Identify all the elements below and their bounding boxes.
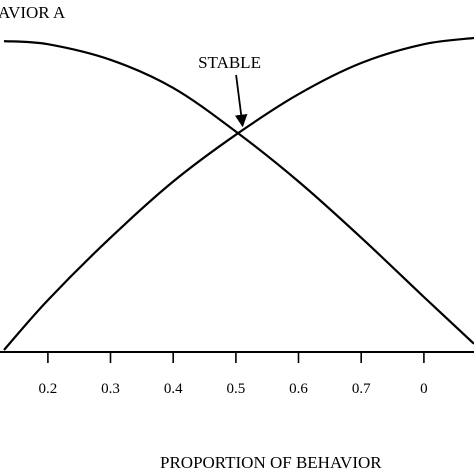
stable-arrow — [234, 74, 248, 128]
x-tick-label: 0.7 — [352, 381, 371, 397]
x-axis-ticks: 0.2 0.3 0.4 0.5 0.6 0.7 0 — [39, 352, 428, 397]
stable-annotation: STABLE — [198, 53, 261, 128]
y-axis-label: AVIOR A — [0, 3, 66, 22]
x-tick-label: 0 — [420, 381, 428, 397]
decreasing-curve — [3, 40, 474, 345]
series-group — [3, 36, 474, 351]
x-tick-label: 0.6 — [289, 381, 308, 397]
x-tick-label: 0.3 — [101, 381, 120, 397]
x-tick-label: 0.5 — [227, 381, 246, 397]
stable-label: STABLE — [198, 53, 261, 72]
x-tick-label: 0.4 — [164, 381, 183, 397]
increasing-curve — [3, 36, 474, 351]
x-tick-label: 0.2 — [39, 381, 58, 397]
x-axis-label: PROPORTION OF BEHAVIOR — [160, 453, 382, 472]
